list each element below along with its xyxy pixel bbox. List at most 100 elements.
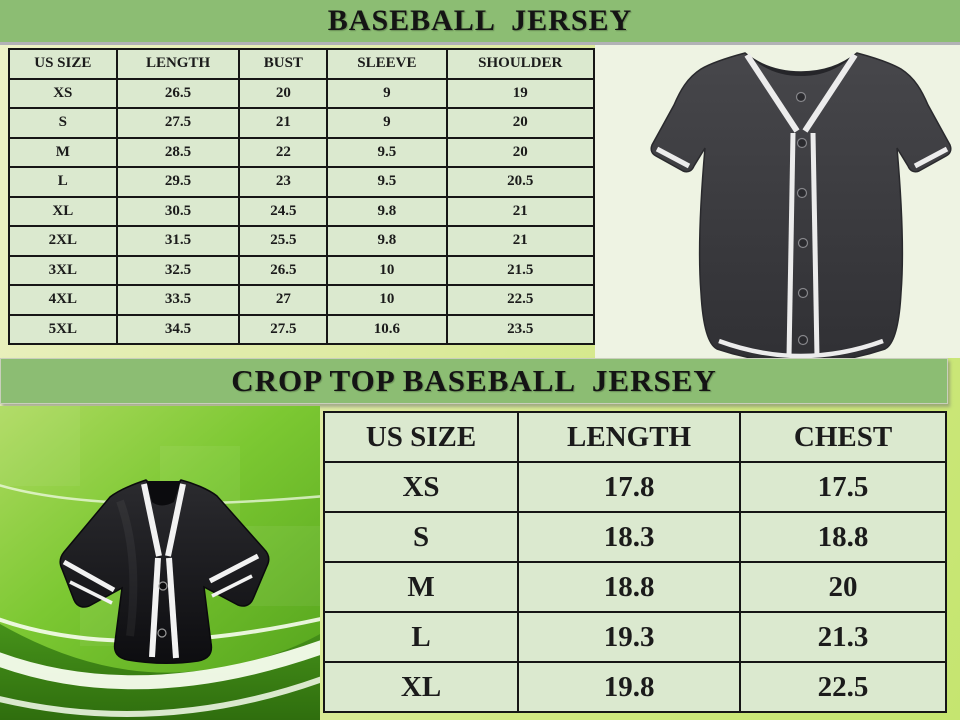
measurement-cell: 9.5 [326,136,448,168]
measurement-cell: 21 [445,225,596,257]
measurement-cell: 19 [445,77,596,109]
size-row: 2XL 31.5 25.5 9.8 21 [8,225,596,257]
section-title: CROP TOP BASEBALL JERSEY [231,363,717,398]
column-header: US SIZE [322,411,520,463]
size-label-cell: L [8,166,118,198]
measurement-cell: 20.5 [445,166,596,198]
measurement-cell: 17.5 [739,461,947,513]
measurement-cell: 25.5 [238,225,329,257]
crop-top-buttons [157,581,168,638]
size-label-cell: XS [322,461,520,513]
measurement-cell: 27.5 [238,313,329,345]
crop-top-size-table-container: US SIZE LENGTH CHEST XS 17.8 17.5 S 18.3 18.8 M 18… [322,411,947,713]
measurement-cell: 17.8 [517,461,742,513]
size-row: S 18.3 18.8 [322,511,947,563]
measurement-cell: 23.5 [445,313,596,345]
column-header: SHOULDER [445,48,596,80]
size-label-cell: 4XL [8,284,118,316]
crop-top-size-table: US SIZE LENGTH CHEST XS 17.8 17.5 S 18.3 18.8 M 18… [322,411,947,713]
jersey-buttons [795,91,809,346]
measurement-cell: 27.5 [115,107,241,139]
measurement-cell: 20 [445,107,596,139]
size-row: XS 17.8 17.5 [322,461,947,513]
crop-top-jersey [59,479,270,665]
measurement-cell: 20 [445,136,596,168]
measurement-cell: 21.5 [445,254,596,286]
measurement-cell: 18.8 [739,511,947,563]
crop-top-white-piping [62,483,260,659]
size-row: M 18.8 20 [322,561,947,613]
measurement-cell: 9.5 [326,166,448,198]
size-label-cell: S [8,107,118,139]
measurement-cell: 20 [739,561,947,613]
measurement-cell: 30.5 [115,195,241,227]
header-row: US SIZE LENGTH BUST SLEEVE SHOULDER [8,48,596,80]
measurement-cell: 10 [326,254,448,286]
size-row: M 28.5 22 9.5 20 [8,136,596,168]
measurement-cell: 20 [238,77,329,109]
column-header: BUST [238,48,329,80]
size-row: XS 26.5 20 9 19 [8,77,596,109]
baseball-jersey-size-table-container: US SIZE LENGTH BUST SLEEVE SHOULDER XS 26.5 20 9… [8,48,596,345]
measurement-cell: 24.5 [238,195,329,227]
baseball-jersey-image [650,52,952,358]
measurement-cell: 21.3 [739,611,947,663]
measurement-cell: 18.3 [517,511,742,563]
section-title-bar-crop-top: CROP TOP BASEBALL JERSEY [0,358,948,404]
column-header: CHEST [739,411,947,463]
size-label-cell: 2XL [8,225,118,257]
size-row: 3XL 32.5 26.5 10 21.5 [8,254,596,286]
size-label-cell: L [322,611,520,663]
measurement-cell: 9.8 [326,195,448,227]
jersey-body [650,52,952,358]
measurement-cell: 33.5 [115,284,241,316]
measurement-cell: 22.5 [739,661,947,713]
measurement-cell: 26.5 [238,254,329,286]
size-label-cell: XL [8,195,118,227]
size-row: 4XL 33.5 27 10 22.5 [8,284,596,316]
measurement-cell: 9.8 [326,225,448,257]
measurement-cell: 31.5 [115,225,241,257]
measurement-cell: 34.5 [115,313,241,345]
size-label-cell: S [322,511,520,563]
baseball-jersey-image-panel [595,45,960,358]
measurement-cell: 21 [445,195,596,227]
crop-top-inner-collar [146,481,181,506]
measurement-cell: 18.8 [517,561,742,613]
size-label-cell: 3XL [8,254,118,286]
size-label-cell: M [322,561,520,613]
measurement-cell: 9 [326,107,448,139]
size-label-cell: M [8,136,118,168]
size-row: 5XL 34.5 27.5 10.6 23.5 [8,313,596,345]
size-row: L 29.5 23 9.5 20.5 [8,166,596,198]
measurement-cell: 21 [238,107,329,139]
section-title-bar-baseball-jersey: BASEBALL JERSEY [0,0,960,45]
photo-dark-green-wave [0,624,320,720]
measurement-cell: 10 [326,284,448,316]
fabric-highlight [116,499,138,637]
size-row: L 19.3 21.3 [322,611,947,663]
measurement-cell: 27 [238,284,329,316]
column-header: US SIZE [8,48,118,80]
column-header: LENGTH [517,411,742,463]
baseball-jersey-size-table: US SIZE LENGTH BUST SLEEVE SHOULDER XS 26.5 20 9… [8,48,596,345]
measurement-cell: 32.5 [115,254,241,286]
column-header: SLEEVE [326,48,448,80]
measurement-cell: 19.3 [517,611,742,663]
size-row: XL 30.5 24.5 9.8 21 [8,195,596,227]
measurement-cell: 23 [238,166,329,198]
header-row: US SIZE LENGTH CHEST [322,411,947,463]
column-header: LENGTH [115,48,241,80]
measurement-cell: 22 [238,136,329,168]
size-label-cell: 5XL [8,313,118,345]
measurement-cell: 9 [326,77,448,109]
size-label-cell: XL [322,661,520,713]
measurement-cell: 29.5 [115,166,241,198]
size-row: S 27.5 21 9 20 [8,107,596,139]
size-row: XL 19.8 22.5 [322,661,947,713]
size-label-cell: XS [8,77,118,109]
jersey-collar [745,53,857,76]
measurement-cell: 28.5 [115,136,241,168]
measurement-cell: 10.6 [326,313,448,345]
